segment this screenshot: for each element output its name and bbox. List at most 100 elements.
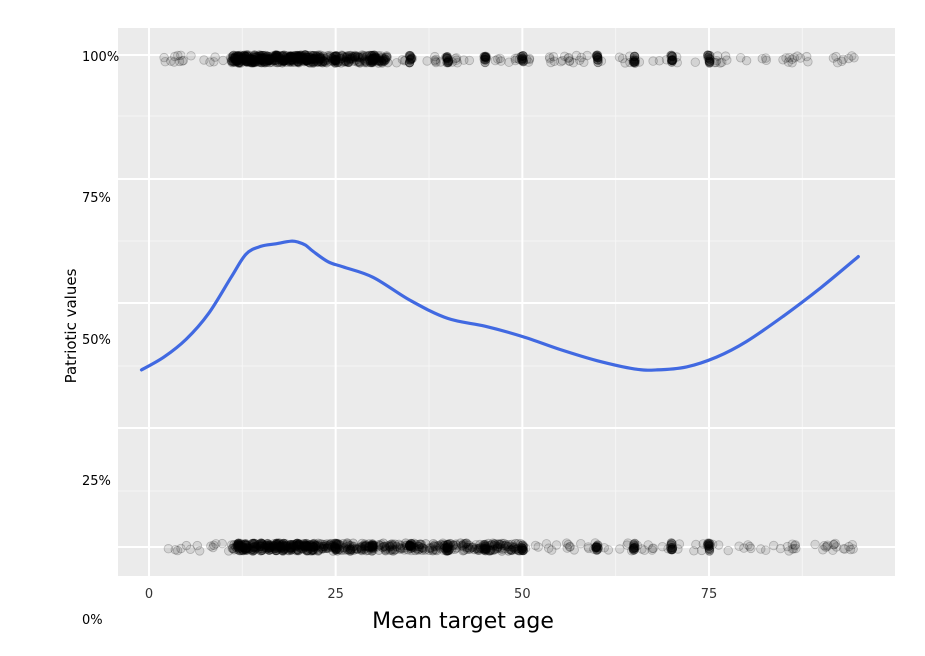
data-point xyxy=(722,55,732,65)
data-point xyxy=(279,543,289,554)
data-point xyxy=(294,54,304,64)
data-point xyxy=(313,50,323,60)
data-point xyxy=(294,539,304,549)
data-point xyxy=(293,55,304,65)
data-point xyxy=(364,543,375,553)
data-point xyxy=(185,544,196,555)
data-point xyxy=(667,51,677,62)
data-point xyxy=(363,545,374,556)
data-point xyxy=(399,543,410,553)
data-point xyxy=(438,538,448,548)
data-point xyxy=(648,56,658,66)
data-point xyxy=(364,50,375,61)
data-point xyxy=(364,539,374,549)
data-point xyxy=(227,543,238,554)
data-point xyxy=(388,546,398,556)
data-point xyxy=(629,57,639,67)
data-point xyxy=(484,540,495,551)
data-point xyxy=(848,544,858,554)
data-point xyxy=(495,539,505,550)
data-point xyxy=(237,54,247,64)
data-point xyxy=(293,540,303,550)
data-point xyxy=(775,543,786,554)
data-point xyxy=(522,54,532,65)
data-point xyxy=(518,54,528,65)
data-point xyxy=(837,56,847,67)
data-point xyxy=(404,540,415,550)
data-point xyxy=(170,51,180,62)
data-point xyxy=(296,544,307,554)
data-point xyxy=(367,55,377,65)
data-point xyxy=(299,53,309,64)
data-point xyxy=(475,543,485,553)
data-point xyxy=(462,544,473,554)
data-point xyxy=(178,55,189,66)
data-point xyxy=(479,544,489,555)
data-point xyxy=(442,58,452,68)
data-point xyxy=(235,543,246,553)
data-point xyxy=(261,56,271,67)
data-point xyxy=(831,51,841,62)
data-point xyxy=(433,540,444,551)
data-point xyxy=(308,57,319,67)
data-point xyxy=(319,539,330,550)
data-point xyxy=(395,544,406,554)
data-point xyxy=(313,546,323,556)
data-point xyxy=(297,51,307,62)
data-point xyxy=(370,52,381,63)
data-point xyxy=(629,54,640,64)
data-point xyxy=(592,545,602,555)
data-point xyxy=(276,54,287,64)
data-point xyxy=(565,541,575,552)
data-point xyxy=(282,51,292,61)
data-point xyxy=(240,544,250,554)
data-point xyxy=(488,538,498,548)
data-point xyxy=(339,543,349,553)
data-point xyxy=(510,544,521,555)
data-point xyxy=(406,53,417,63)
data-point xyxy=(205,57,215,67)
data-point xyxy=(489,544,499,555)
data-point xyxy=(518,540,528,550)
data-point xyxy=(379,541,389,552)
data-point xyxy=(326,53,337,63)
data-point xyxy=(455,538,466,548)
data-point xyxy=(545,54,555,64)
data-point xyxy=(228,57,239,67)
data-point xyxy=(369,52,379,63)
data-point xyxy=(593,53,603,63)
data-point xyxy=(330,538,340,549)
data-point xyxy=(704,544,715,555)
data-point xyxy=(279,55,290,65)
data-point xyxy=(296,56,307,66)
data-point xyxy=(279,56,289,67)
data-point xyxy=(481,544,491,554)
data-point xyxy=(667,55,678,66)
x-tick-label: 50 xyxy=(514,587,531,602)
data-point xyxy=(315,52,325,62)
data-point xyxy=(280,53,291,64)
data-point xyxy=(362,51,372,62)
data-point xyxy=(434,541,445,552)
data-point xyxy=(569,545,579,555)
data-point xyxy=(406,542,417,553)
data-point xyxy=(399,545,410,555)
data-point xyxy=(209,57,219,67)
data-point xyxy=(270,51,280,61)
data-point xyxy=(297,54,308,65)
data-point xyxy=(795,53,806,63)
data-point xyxy=(280,54,290,65)
data-point xyxy=(568,58,579,68)
data-point xyxy=(293,53,304,63)
data-point xyxy=(480,546,491,556)
data-point xyxy=(286,545,296,555)
data-point xyxy=(264,543,274,553)
data-point xyxy=(241,54,252,65)
data-point xyxy=(481,544,491,555)
data-point xyxy=(761,53,771,63)
data-point xyxy=(358,54,368,64)
data-point xyxy=(630,58,640,68)
data-point xyxy=(262,57,273,67)
data-point xyxy=(160,57,170,67)
data-point xyxy=(407,53,418,64)
